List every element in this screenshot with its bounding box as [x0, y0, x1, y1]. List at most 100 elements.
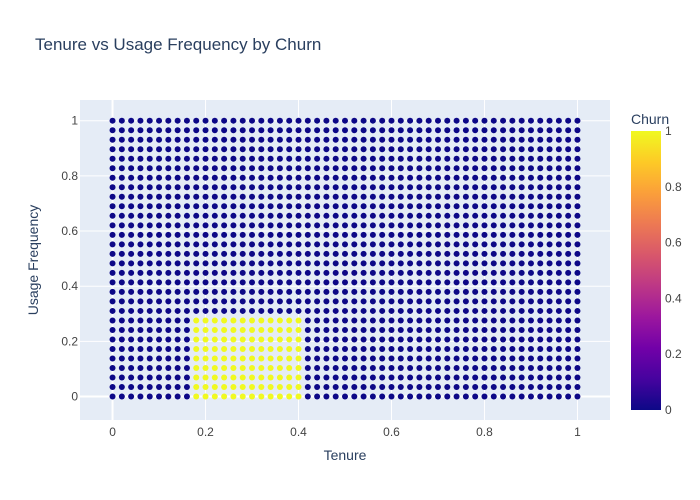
data-point [137, 222, 144, 229]
data-point [434, 279, 441, 286]
data-point [193, 212, 200, 219]
data-point [258, 127, 265, 134]
data-point [183, 317, 190, 324]
data-point [481, 326, 488, 333]
data-point [416, 136, 423, 143]
data-point [258, 117, 265, 124]
data-point [453, 231, 460, 238]
data-point [537, 155, 544, 162]
data-point [239, 374, 246, 381]
data-point [397, 260, 404, 267]
data-point [565, 136, 572, 143]
data-point [332, 165, 339, 172]
data-point [276, 146, 283, 153]
data-point [258, 260, 265, 267]
data-point [165, 260, 172, 267]
data-point [574, 193, 581, 200]
data-point [137, 374, 144, 381]
data-point [267, 193, 274, 200]
data-point [360, 136, 367, 143]
data-point [211, 222, 218, 229]
data-point [342, 174, 348, 181]
data-point [388, 203, 395, 210]
data-point [239, 336, 246, 343]
data-point [574, 345, 581, 352]
data-point [304, 117, 311, 124]
data-point [490, 288, 497, 295]
data-point [555, 336, 562, 343]
data-point [351, 212, 358, 219]
data-point [481, 279, 488, 286]
data-point [118, 250, 125, 257]
data-point [211, 336, 218, 343]
data-point [472, 212, 479, 219]
data-point [230, 203, 237, 210]
data-point [407, 184, 414, 191]
data-point [202, 212, 209, 219]
data-point [369, 155, 376, 162]
data-point [332, 203, 339, 210]
data-point [295, 241, 302, 248]
data-point [555, 231, 562, 238]
data-point [314, 384, 321, 391]
data-point [555, 260, 562, 267]
data-point [128, 241, 135, 248]
data-point [286, 212, 293, 219]
data-point [304, 307, 311, 314]
data-point [165, 317, 172, 324]
data-point [202, 288, 209, 295]
data-point [500, 165, 507, 172]
data-point [407, 222, 414, 229]
data-point [444, 193, 451, 200]
data-point [239, 165, 246, 172]
data-point [193, 365, 200, 372]
data-point [444, 298, 451, 305]
data-point [109, 298, 116, 305]
data-point [230, 279, 237, 286]
data-point [379, 127, 386, 134]
data-point [332, 345, 339, 352]
data-point [128, 260, 135, 267]
data-point [537, 393, 544, 400]
data-point [249, 231, 256, 238]
colorbar-tick-label: 0.2 [665, 347, 682, 361]
data-point [118, 374, 125, 381]
data-point [537, 307, 544, 314]
data-point [425, 127, 432, 134]
data-point [286, 231, 293, 238]
data-point [425, 212, 432, 219]
data-point [565, 212, 572, 219]
data-point [555, 326, 562, 333]
data-point [193, 307, 200, 314]
data-point [118, 146, 125, 153]
data-point [537, 384, 544, 391]
data-point [202, 146, 209, 153]
data-point [276, 241, 283, 248]
data-point [555, 222, 562, 229]
data-point [537, 231, 544, 238]
data-point [500, 355, 507, 362]
data-point [267, 127, 274, 134]
data-point [109, 326, 116, 333]
data-point [425, 260, 432, 267]
data-point [314, 117, 321, 124]
data-point [323, 193, 330, 200]
data-point [379, 184, 386, 191]
data-point [314, 222, 321, 229]
data-point [249, 146, 256, 153]
data-point [481, 374, 488, 381]
data-point [174, 136, 181, 143]
data-point [407, 146, 414, 153]
data-point [211, 146, 218, 153]
data-point [574, 317, 581, 324]
data-point [527, 336, 534, 343]
data-point [258, 336, 265, 343]
data-point [360, 326, 367, 333]
data-point [276, 365, 283, 372]
data-point [276, 345, 283, 352]
data-point [146, 384, 153, 391]
data-point [193, 231, 200, 238]
data-point [239, 317, 246, 324]
data-point [369, 241, 376, 248]
data-point [546, 146, 553, 153]
